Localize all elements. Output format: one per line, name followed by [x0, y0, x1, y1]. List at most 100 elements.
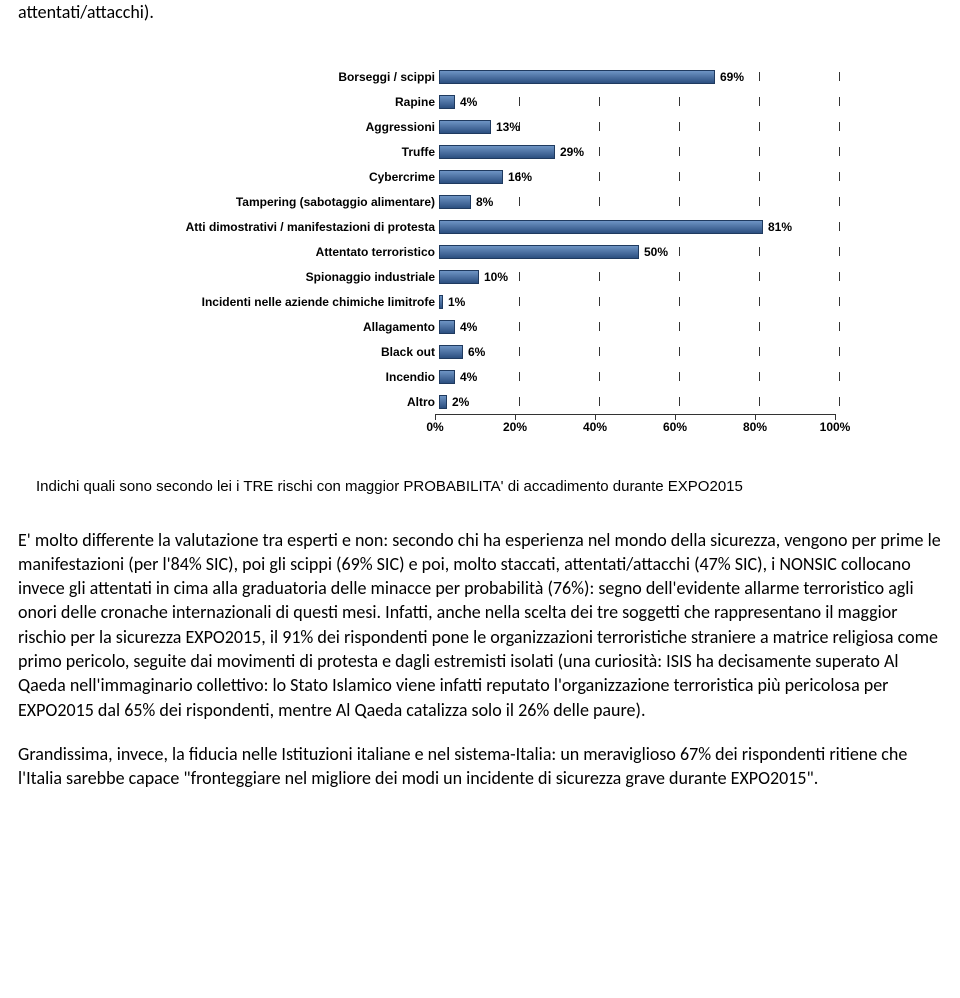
chart-bar [439, 70, 715, 84]
chart-gridline [679, 172, 680, 181]
chart-track: 4% [439, 364, 839, 389]
chart-category-label: Attentato terroristico [120, 244, 439, 260]
chart-row: Rapine4% [120, 89, 840, 114]
axis-tick-label: 80% [743, 419, 767, 435]
chart-category-label: Rapine [120, 94, 439, 110]
chart-row: Attentato terroristico 50% [120, 239, 840, 264]
chart-category-label: Allagamento [120, 319, 439, 335]
chart-gridline [519, 272, 520, 281]
chart-track: 69% [439, 64, 839, 89]
axis-tick-label: 20% [503, 419, 527, 435]
chart-gridline [759, 297, 760, 306]
chart-value-label: 4% [460, 369, 477, 385]
chart-gridline [599, 97, 600, 106]
chart-value-label: 50% [644, 244, 668, 260]
chart-gridline [759, 322, 760, 331]
chart-bar [439, 370, 455, 384]
chart-category-label: Tampering (sabotaggio alimentare) [120, 194, 439, 210]
chart-category-label: Incidenti nelle aziende chimiche limitro… [120, 294, 439, 310]
chart-gridline [759, 247, 760, 256]
chart-gridline [839, 372, 840, 381]
chart-gridline [759, 397, 760, 406]
chart-gridline [599, 372, 600, 381]
chart-bar [439, 295, 443, 309]
chart-gridline [759, 122, 760, 131]
chart-gridline [519, 322, 520, 331]
chart-value-label: 10% [484, 269, 508, 285]
chart-gridline [599, 297, 600, 306]
chart-gridline [679, 347, 680, 356]
axis-tick-label: 100% [820, 419, 851, 435]
chart-value-label: 81% [768, 219, 792, 235]
chart-gridline [839, 197, 840, 206]
chart-gridline [599, 197, 600, 206]
chart-category-label: Cybercrime [120, 169, 439, 185]
chart-row: Atti dimostrativi / manifestazioni di pr… [120, 214, 840, 239]
chart-row: Truffe29% [120, 139, 840, 164]
chart-value-label: 69% [720, 69, 744, 85]
chart-gridline [839, 72, 840, 81]
chart-gridline [679, 147, 680, 156]
chart-gridline [599, 272, 600, 281]
chart-track: 6% [439, 339, 839, 364]
chart-row: Aggressioni13% [120, 114, 840, 139]
chart-gridline [839, 122, 840, 131]
chart-bar [439, 145, 555, 159]
header-fragment: attentati/attacchi). [18, 0, 942, 24]
chart-bar [439, 220, 763, 234]
chart-bar [439, 170, 503, 184]
chart-gridline [679, 97, 680, 106]
chart-gridline [679, 372, 680, 381]
chart-gridline [759, 372, 760, 381]
chart-row: Borseggi / scippi69% [120, 64, 840, 89]
chart-gridline [839, 172, 840, 181]
chart-value-label: 16% [508, 169, 532, 185]
chart-gridline [839, 297, 840, 306]
chart-gridline [679, 197, 680, 206]
chart-bar [439, 245, 639, 259]
chart-category-label: Black out [120, 344, 439, 360]
chart-row: Black out 6% [120, 339, 840, 364]
chart-value-label: 2% [452, 394, 469, 410]
chart-gridline [679, 122, 680, 131]
chart-bar [439, 345, 463, 359]
chart-value-label: 6% [468, 344, 485, 360]
chart-category-label: Incendio [120, 369, 439, 385]
chart-gridline [759, 72, 760, 81]
chart-track: 10% [439, 264, 839, 289]
chart-category-label: Spionaggio industriale [120, 269, 439, 285]
chart-row: Allagamento 4% [120, 314, 840, 339]
chart-gridline [599, 347, 600, 356]
chart-gridline [679, 397, 680, 406]
chart-row: Altro 2% [120, 389, 840, 414]
chart-gridline [839, 347, 840, 356]
chart-track: 4% [439, 314, 839, 339]
chart-gridline [519, 197, 520, 206]
chart-row: Incidenti nelle aziende chimiche limitro… [120, 289, 840, 314]
chart-track: 29% [439, 139, 839, 164]
chart-value-label: 13% [496, 119, 520, 135]
axis-tick-label: 60% [663, 419, 687, 435]
chart-gridline [519, 397, 520, 406]
chart-gridline [679, 247, 680, 256]
chart-gridline [839, 272, 840, 281]
chart-gridline [679, 272, 680, 281]
chart-gridline [519, 372, 520, 381]
chart-bar [439, 395, 447, 409]
chart-gridline [759, 147, 760, 156]
axis-tick-label: 40% [583, 419, 607, 435]
chart-value-label: 4% [460, 319, 477, 335]
chart-x-axis: 0%20%40%60%80%100% [435, 414, 835, 437]
chart-gridline [759, 97, 760, 106]
chart-gridline [519, 347, 520, 356]
chart-category-label: Altro [120, 394, 439, 410]
chart-track: 4% [439, 89, 839, 114]
chart-bar [439, 320, 455, 334]
chart-track: 1% [439, 289, 839, 314]
body-paragraph-2: Grandissima, invece, la fiducia nelle Is… [18, 742, 942, 791]
chart-gridline [599, 122, 600, 131]
chart-gridline [839, 322, 840, 331]
chart-gridline [519, 97, 520, 106]
chart-gridline [679, 322, 680, 331]
chart-row: Cybercrime 16% [120, 164, 840, 189]
